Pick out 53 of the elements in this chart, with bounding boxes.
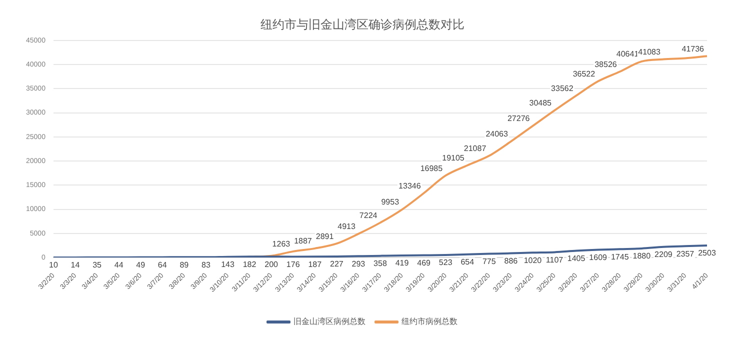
data-label: 176 — [286, 260, 300, 269]
data-label: 775 — [482, 257, 496, 266]
data-label: 24063 — [486, 130, 508, 139]
data-label: 227 — [330, 260, 344, 269]
data-label: 35 — [92, 260, 102, 270]
data-label: 1745 — [610, 252, 630, 262]
data-label: 523 — [438, 258, 453, 268]
data-label: 143 — [221, 260, 235, 270]
data-label: 49 — [136, 260, 146, 270]
data-label: 89 — [180, 260, 190, 270]
data-label: 13346 — [398, 181, 422, 190]
data-label: 21087 — [464, 144, 487, 153]
data-label: 187 — [308, 260, 322, 269]
data-label: 19105 — [442, 154, 465, 163]
data-label: 10 — [49, 260, 58, 270]
data-label: 33562 — [551, 84, 574, 93]
data-label: 1020 — [524, 256, 542, 265]
data-label: 1887 — [294, 236, 312, 246]
data-label: 469 — [417, 258, 432, 268]
data-label: 36522 — [572, 70, 596, 79]
data-label: 38526 — [594, 60, 618, 69]
data-label: 64 — [158, 260, 168, 270]
data-label: 358 — [374, 259, 388, 268]
data-label: 7224 — [359, 210, 378, 220]
data-label: 2209 — [654, 250, 673, 260]
data-label: 1263 — [272, 240, 291, 249]
data-label: 654 — [460, 258, 475, 267]
data-label: 40641 — [616, 50, 640, 59]
data-label: 83 — [202, 260, 211, 270]
data-label: 41083 — [638, 48, 661, 57]
data-label: 2891 — [316, 232, 334, 241]
data-label: 1880 — [632, 252, 652, 261]
data-label: 30485 — [529, 98, 552, 108]
legend-label: 纽约市病例总数 — [402, 317, 458, 326]
data-label: 9953 — [381, 198, 400, 207]
legend-label: 旧金山湾区病例总数 — [294, 317, 366, 326]
data-label: 16985 — [420, 164, 444, 173]
chart-title: 纽约市与旧金山湾区确诊病例总数对比 — [260, 17, 464, 32]
data-label: 1107 — [546, 255, 564, 264]
data-label: 44 — [114, 260, 124, 270]
data-label: 182 — [242, 260, 257, 269]
data-label: 2503 — [698, 248, 716, 258]
data-label: 1405 — [567, 254, 586, 263]
data-label: 293 — [352, 259, 366, 268]
data-label: 14 — [70, 260, 80, 270]
data-label: 419 — [395, 258, 410, 268]
data-label: 886 — [504, 256, 518, 266]
data-label: 2357 — [676, 249, 695, 258]
data-label: 41736 — [682, 44, 705, 54]
data-label: 4913 — [338, 222, 356, 232]
data-label: 27276 — [507, 114, 530, 124]
data-label: 200 — [264, 260, 279, 269]
data-label: 1609 — [589, 252, 608, 262]
